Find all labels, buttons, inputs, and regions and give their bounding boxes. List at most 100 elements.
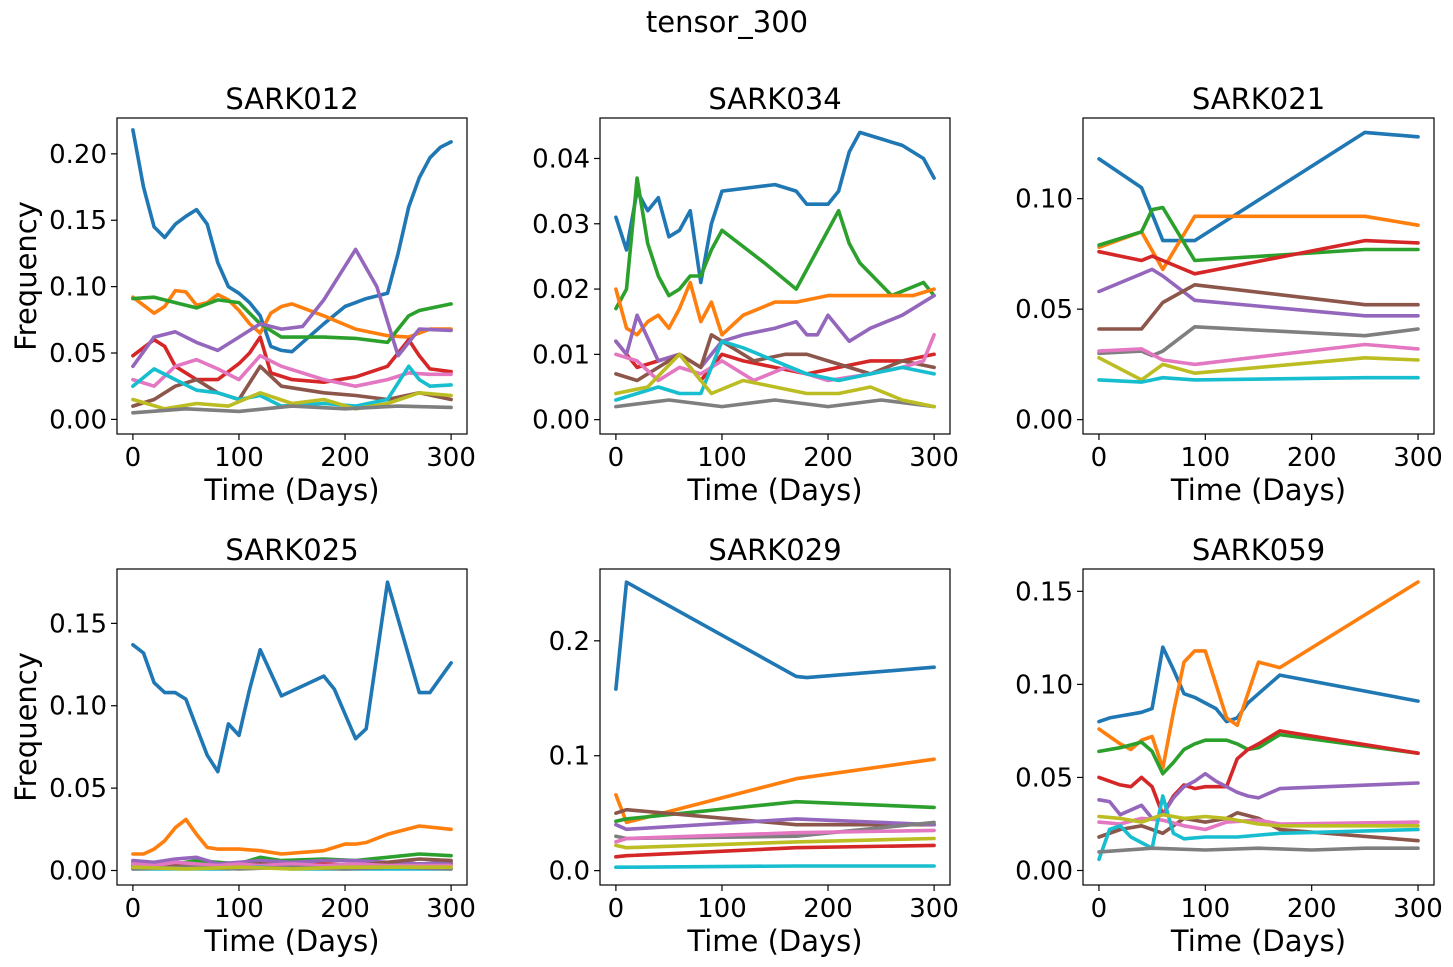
x-tick-label: 300 <box>1393 443 1443 473</box>
series-line-2 <box>131 817 453 856</box>
series-line-7 <box>614 828 936 844</box>
series-line-10 <box>614 864 936 870</box>
y-tick-label: 0.00 <box>1015 856 1073 886</box>
x-tick-label: 300 <box>426 894 476 924</box>
y-axis-label: Frequency <box>9 201 43 351</box>
subplot-title: SARK021 <box>1192 82 1325 116</box>
x-tick-label: 100 <box>697 894 747 924</box>
series-group <box>131 580 453 871</box>
x-tick-label: 200 <box>320 443 370 473</box>
x-tick-label: 300 <box>909 894 959 924</box>
series-line-1 <box>614 130 936 285</box>
x-tick-label: 0 <box>125 443 142 473</box>
series-group <box>1097 580 1420 862</box>
x-axis-label: Time (Days) <box>1170 473 1346 507</box>
x-axis-label: Time (Days) <box>1170 924 1346 958</box>
series-line-8 <box>1097 794 1420 862</box>
series-line-5 <box>614 293 936 370</box>
series-line-1 <box>131 128 453 354</box>
subplot-2: 0 100 200 300 0.00 0.01 0.02 0.03 0.04 SARK034 Tim… <box>532 82 959 507</box>
x-axis-label: Time (Days) <box>686 473 862 507</box>
subplot-3: 0 100 200 300 0.00 0.05 0.10 SARK021 Time (Days) <box>1015 82 1443 507</box>
y-tick-label: 0.05 <box>1015 295 1073 325</box>
y-tick-label: 0.10 <box>1015 185 1073 215</box>
series-group <box>1097 130 1420 384</box>
series-group <box>131 128 453 415</box>
series-line-5 <box>1097 267 1420 318</box>
series-line-6 <box>1097 282 1420 331</box>
series-line-4 <box>1097 238 1420 276</box>
y-tick-label: 0.15 <box>49 609 107 639</box>
series-line-7 <box>1097 324 1420 358</box>
y-tick-label: 0.00 <box>1015 406 1073 436</box>
y-tick-label: 0.10 <box>49 692 107 722</box>
y-tick-label: 0.1 <box>549 742 590 772</box>
series-line-9 <box>614 398 936 409</box>
series-line-5 <box>1097 771 1420 821</box>
y-tick-label: 0.15 <box>1015 577 1073 607</box>
series-line-2 <box>614 757 936 825</box>
x-tick-label: 100 <box>1180 443 1230 473</box>
x-tick-label: 200 <box>1287 894 1337 924</box>
series-line-2 <box>614 176 936 311</box>
series-group <box>614 580 936 870</box>
x-axis-label: Time (Days) <box>203 473 379 507</box>
y-axis-label: Frequency <box>9 652 43 802</box>
series-line-9 <box>131 390 453 411</box>
subplot-6: 0 100 200 300 0.00 0.05 0.10 0.15 SARK059 Time (D… <box>1015 533 1443 958</box>
y-tick-label: 0.05 <box>49 339 107 369</box>
x-axis-label: Time (Days) <box>203 924 379 958</box>
subplot-4: 0 100 200 300 0.00 0.05 0.10 0.15 SARK025 Time (D… <box>9 533 476 958</box>
y-tick-label: 0.10 <box>49 273 107 303</box>
figure-title: tensor_300 <box>646 5 808 39</box>
series-line-8 <box>614 836 936 850</box>
series-line-1 <box>1097 645 1420 724</box>
x-tick-label: 100 <box>1180 894 1230 924</box>
x-tick-label: 0 <box>1091 443 1108 473</box>
x-tick-label: 100 <box>214 894 264 924</box>
series-line-1 <box>614 580 936 691</box>
series-line-3 <box>614 280 936 337</box>
subplot-title: SARK012 <box>225 82 358 116</box>
series-line-3 <box>614 799 936 824</box>
series-line-10 <box>1097 846 1420 854</box>
series-line-8 <box>1097 342 1420 367</box>
series-line-5 <box>614 817 936 832</box>
subplot-title: SARK034 <box>708 82 841 116</box>
axes-frame <box>599 117 951 435</box>
x-tick-label: 200 <box>320 894 370 924</box>
y-tick-label: 0.05 <box>1015 763 1073 793</box>
series-line-9 <box>1097 355 1420 382</box>
x-tick-label: 200 <box>803 894 853 924</box>
y-tick-label: 0.00 <box>532 406 590 436</box>
series-line-10 <box>131 865 453 871</box>
series-line-6 <box>614 332 936 383</box>
series-line-10 <box>614 352 936 409</box>
x-tick-label: 300 <box>1393 894 1443 924</box>
x-axis-label: Time (Days) <box>686 924 862 958</box>
y-tick-label: 0.00 <box>49 857 107 887</box>
series-line-8 <box>614 339 936 402</box>
subplot-title: SARK059 <box>1192 533 1325 567</box>
y-tick-label: 0.04 <box>532 144 590 174</box>
series-line-3 <box>1097 205 1420 263</box>
subplot-title: SARK025 <box>225 533 358 567</box>
subplot-title: SARK029 <box>708 533 841 567</box>
subplot-grid: 0 100 200 3000.000.050.100.150.20SARK012Tim… <box>9 82 1443 958</box>
series-line-1 <box>131 580 453 774</box>
series-line-5 <box>131 247 453 369</box>
subplot-1: 0 100 200 300 0.00 0.05 0.10 0.15 0.20 SARK012 Tim… <box>9 82 476 507</box>
x-tick-label: 0 <box>125 894 142 924</box>
x-tick-label: 0 <box>608 443 625 473</box>
y-tick-label: 0.00 <box>49 405 107 435</box>
y-tick-label: 0.01 <box>532 340 590 370</box>
x-tick-label: 100 <box>697 443 747 473</box>
y-tick-label: 0.02 <box>532 275 590 305</box>
y-tick-label: 0.10 <box>1015 670 1073 700</box>
axes-frame <box>116 117 468 435</box>
axes-frame <box>1082 568 1435 886</box>
series-line-9 <box>614 843 936 859</box>
series-line-9 <box>1097 812 1420 828</box>
y-tick-label: 0.03 <box>532 210 590 240</box>
